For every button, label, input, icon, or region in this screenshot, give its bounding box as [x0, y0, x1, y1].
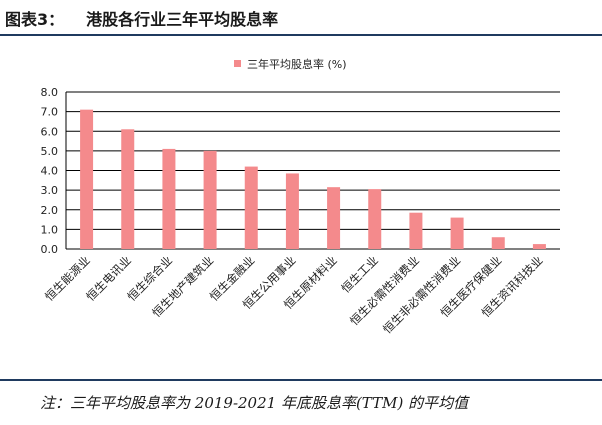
bar — [162, 148, 176, 249]
figure-label: 图表3： — [5, 10, 65, 29]
y-tick-label: 2.0 — [41, 204, 59, 217]
figure-heading: 港股各行业三年平均股息率 — [86, 10, 279, 29]
bar — [532, 244, 546, 249]
bar — [80, 109, 94, 249]
y-tick-label: 6.0 — [41, 125, 59, 138]
bar — [368, 189, 382, 249]
y-tick-label: 8.0 — [41, 86, 59, 99]
y-tick-label: 1.0 — [41, 223, 59, 236]
bottom-rule — [0, 379, 602, 381]
x-tick-label: 恒生必需性消费业 — [347, 253, 422, 328]
bar — [285, 173, 299, 249]
bar — [121, 129, 135, 249]
y-tick-label: 3.0 — [41, 184, 59, 197]
bar-chart: 三年平均股息率 (%) 0.0 1.0 2.0 3.0 4.0 5.0 6.0 7.0 8.0 恒生… — [41, 57, 560, 336]
bar — [450, 217, 464, 249]
bar — [203, 150, 217, 249]
footnote: 注：三年平均股息率为 2019-2021 年底股息率(TTM) 的平均值 — [40, 394, 469, 412]
legend-swatch — [234, 60, 241, 67]
bar — [491, 237, 505, 249]
chart-legend: 三年平均股息率 (%) — [234, 57, 347, 71]
bar — [327, 187, 341, 249]
y-tick-label: 4.0 — [41, 165, 59, 178]
bar — [244, 166, 258, 249]
y-tick-label: 7.0 — [41, 106, 59, 119]
top-rule — [0, 34, 602, 36]
y-tick-label: 0.0 — [41, 243, 59, 256]
bar — [409, 212, 423, 249]
legend-label: 三年平均股息率 (%) — [247, 57, 347, 71]
x-tick-label: 恒生非必需性消费业 — [380, 253, 463, 336]
x-tick-label: 恒生工业 — [338, 253, 380, 295]
figure-title: 图表3： 港股各行业三年平均股息率 — [5, 6, 278, 30]
y-tick-label: 5.0 — [41, 145, 59, 158]
